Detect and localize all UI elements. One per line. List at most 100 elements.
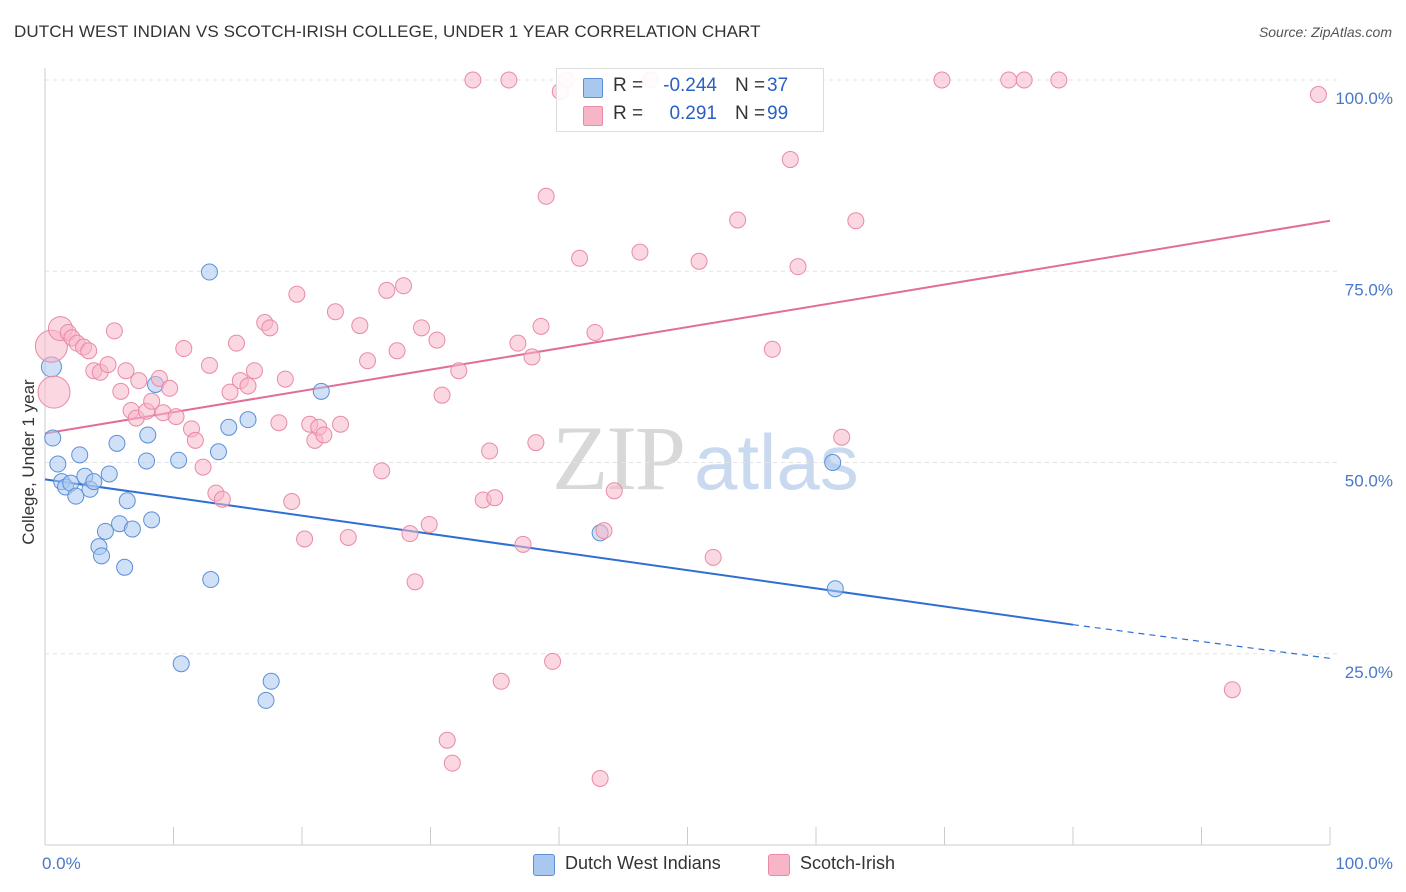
data-point — [1050, 71, 1068, 89]
data-point — [833, 428, 851, 446]
data-point — [420, 515, 438, 533]
data-point — [605, 482, 623, 500]
legend-r-value: -0.244 — [663, 75, 717, 96]
data-point — [514, 535, 532, 553]
y-axis-label: College, Under 1 year — [19, 379, 38, 545]
data-point — [523, 348, 541, 366]
data-point — [170, 451, 188, 469]
data-point — [339, 528, 357, 546]
data-point — [326, 303, 344, 321]
data-point — [500, 71, 518, 89]
data-point — [67, 487, 85, 505]
data-point — [209, 443, 227, 461]
y-tick-label: 75.0% — [1345, 280, 1393, 299]
legend-swatch-pink — [583, 106, 603, 126]
series-legend: Dutch West Indians Scotch-Irish — [0, 852, 1406, 878]
data-point — [532, 317, 550, 335]
data-point — [138, 452, 156, 470]
data-point — [378, 281, 396, 299]
data-point — [464, 71, 482, 89]
data-point — [595, 522, 613, 540]
data-point — [690, 252, 708, 270]
trend-line — [44, 219, 1331, 435]
data-point — [49, 455, 67, 473]
data-point — [428, 331, 446, 349]
data-point — [80, 342, 98, 360]
data-point — [99, 356, 117, 374]
data-point — [509, 334, 527, 352]
data-point — [332, 415, 350, 433]
data-point — [239, 411, 257, 429]
data-point — [1223, 681, 1241, 699]
data-point — [194, 458, 212, 476]
data-point — [413, 319, 431, 337]
series-swatch-blue — [533, 854, 555, 876]
legend-row-dutch-west-indians: R = -0.244 N = 37 — [557, 73, 823, 101]
data-point — [433, 386, 451, 404]
data-point — [296, 530, 314, 548]
legend-n-label: N = — [735, 103, 766, 124]
data-point — [544, 652, 562, 670]
data-point — [118, 492, 136, 510]
data-point — [37, 375, 71, 409]
data-point — [71, 446, 89, 464]
data-point — [1309, 86, 1327, 104]
data-point — [571, 249, 589, 267]
data-point — [257, 691, 275, 709]
data-point — [200, 263, 218, 281]
data-point — [117, 362, 135, 380]
legend-swatch-blue — [583, 78, 603, 98]
data-point — [105, 322, 123, 340]
data-point — [288, 285, 306, 303]
legend-n-label: N = — [735, 75, 766, 96]
grid-lines — [45, 79, 1338, 655]
data-point — [824, 454, 842, 471]
y-tick-label: 50.0% — [1345, 472, 1393, 491]
stats-legend: R = -0.244 N = 37 R = 0.291 N = 99 — [556, 68, 824, 132]
data-point — [763, 340, 781, 358]
data-point — [283, 493, 301, 511]
legend-n-value: 37 — [767, 75, 789, 96]
legend-r-label: R = — [613, 75, 644, 96]
data-point — [202, 571, 220, 589]
data-point — [388, 342, 406, 360]
data-point — [143, 511, 161, 529]
data-point — [221, 383, 239, 401]
data-point — [591, 769, 609, 787]
data-point — [527, 434, 545, 452]
data-point — [227, 334, 245, 352]
data-point — [492, 672, 510, 690]
data-point — [116, 558, 134, 576]
y-tick-label: 100.0% — [1335, 89, 1393, 108]
data-point — [261, 319, 279, 337]
data-points — [34, 71, 1327, 787]
data-point — [112, 382, 130, 400]
data-point — [789, 258, 807, 276]
data-point — [704, 548, 722, 566]
data-point — [847, 212, 865, 230]
data-point — [96, 522, 114, 540]
data-point — [276, 370, 294, 388]
data-point — [130, 372, 148, 390]
data-point — [245, 362, 263, 380]
data-point — [100, 465, 118, 483]
data-point — [150, 369, 168, 387]
data-point — [438, 731, 456, 749]
data-point — [933, 71, 951, 89]
data-point — [826, 580, 844, 598]
data-point — [406, 573, 424, 591]
data-point — [373, 462, 391, 480]
data-point — [631, 243, 649, 261]
data-point — [537, 187, 555, 205]
legend-row-scotch-irish: R = 0.291 N = 99 — [557, 101, 823, 129]
data-point — [172, 655, 190, 673]
data-point — [401, 525, 419, 543]
data-point — [213, 490, 231, 508]
data-point — [44, 429, 62, 447]
trend-lines — [44, 219, 1331, 659]
data-point — [143, 392, 161, 410]
data-point — [315, 426, 333, 444]
axes — [44, 68, 1331, 846]
data-point — [123, 520, 141, 538]
data-point — [1015, 71, 1033, 89]
